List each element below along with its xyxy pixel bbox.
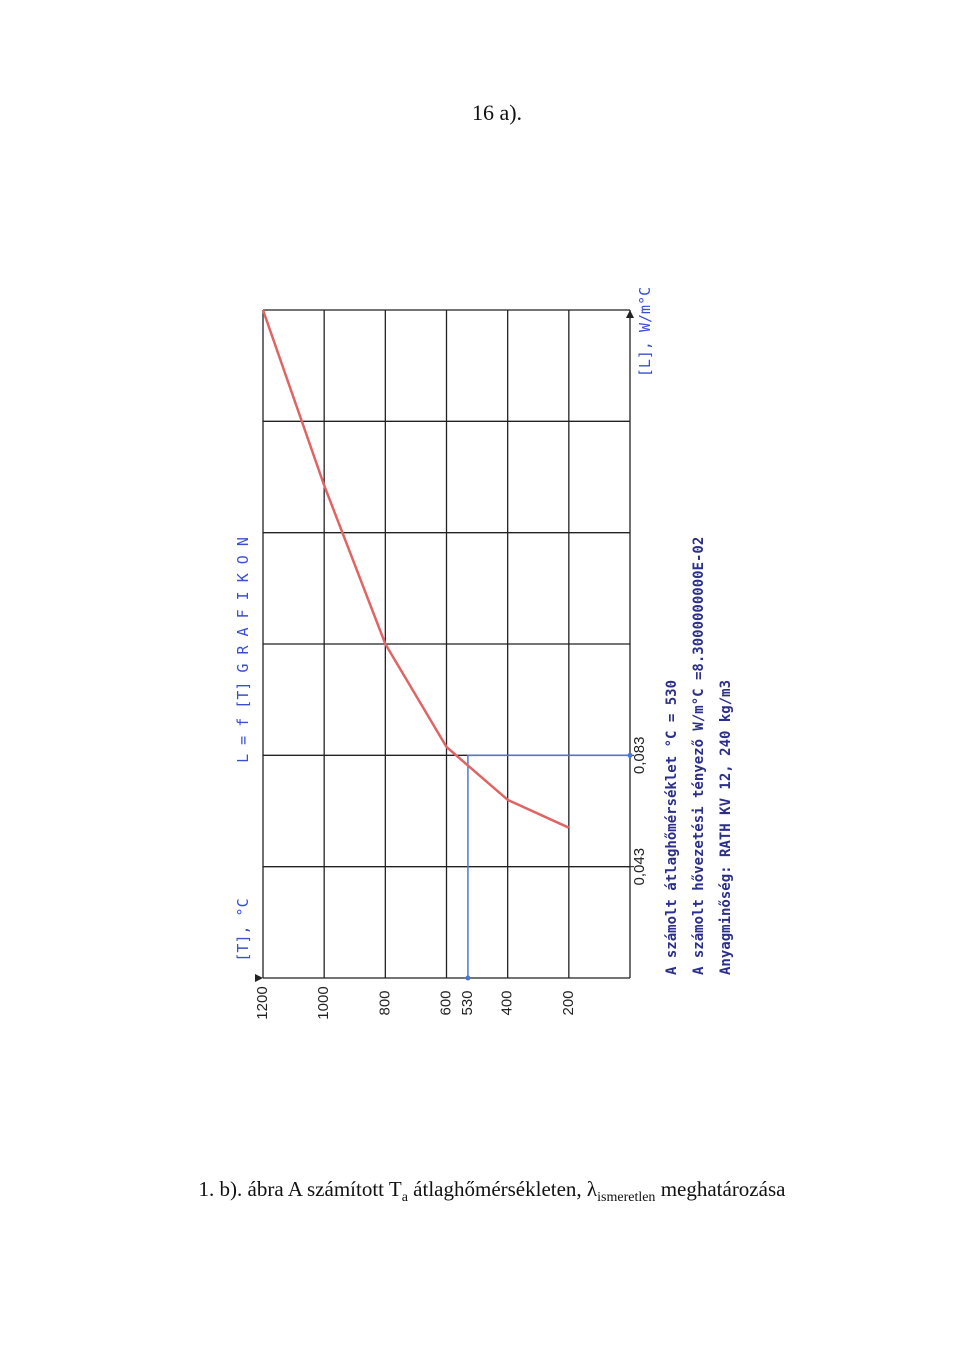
x-axis-label: [T], °C — [234, 898, 252, 961]
y-tick-label: 0,083 — [631, 737, 648, 775]
caption-text: 1. b). ábra A számított T — [199, 1177, 402, 1201]
caption-text: meghatározása — [655, 1177, 786, 1201]
y-tick-label: 0,043 — [631, 848, 648, 886]
reference-line — [467, 754, 630, 978]
page-header: 16 a). — [472, 100, 522, 125]
x-tick-label: 400 — [499, 990, 516, 1015]
x-tick-label: 530 — [459, 990, 476, 1015]
axis-arrow — [255, 974, 263, 982]
x-tick-label: 1000 — [315, 986, 332, 1019]
x-tick-label: 600 — [437, 990, 454, 1015]
x-tick-label: 200 — [560, 990, 577, 1015]
reference-point — [627, 752, 633, 758]
caption: 1. b). ábra A számított Ta átlaghőmérsék… — [199, 1177, 787, 1205]
chart-title: L = f [T] G R A F I K O N — [234, 537, 252, 763]
note-line: A számolt hővezetési tényező W/m°C =8.30… — [691, 537, 707, 975]
axis-arrow — [626, 310, 634, 318]
curve — [261, 309, 570, 829]
caption-sub: ismeretlen — [597, 1190, 655, 1205]
caption-text: átlaghőmérsékleten, λ — [408, 1177, 598, 1201]
caption-sub: a — [402, 1190, 409, 1205]
y-axis-label: [L], W/m°C — [636, 287, 654, 377]
x-tick-label: 1200 — [254, 986, 271, 1019]
reference-point — [465, 975, 471, 981]
x-tick-label: 800 — [376, 990, 393, 1015]
note-line: Anyagminőség: RATH KV 12, 240 kg/m3 — [718, 680, 734, 975]
note-line: A számolt átlaghőmérséklet °C = 530 — [664, 680, 680, 975]
